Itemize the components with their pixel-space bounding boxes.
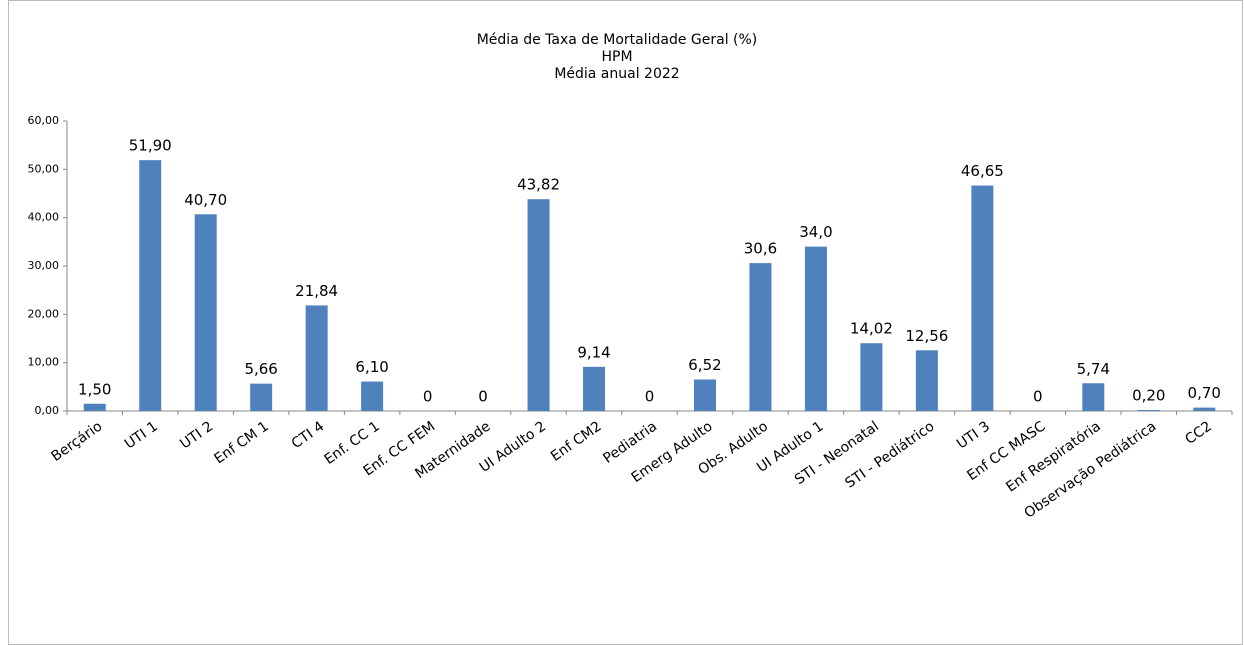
y-tick-label: 40,00 xyxy=(28,211,60,224)
value-label: 0 xyxy=(645,388,655,406)
y-tick-label: 30,00 xyxy=(28,259,60,272)
value-label: 0 xyxy=(1033,388,1043,406)
value-label: 0 xyxy=(478,388,488,406)
bar xyxy=(860,343,883,411)
bar xyxy=(139,160,162,411)
value-label: 46,65 xyxy=(961,162,1004,180)
y-tick-label: 0,00 xyxy=(35,404,60,417)
chart-title: HPM xyxy=(601,49,632,65)
value-label: 0 xyxy=(423,388,433,406)
chart-title: Média de Taxa de Mortalidade Geral (%) xyxy=(477,32,758,48)
value-label: 14,02 xyxy=(850,320,893,338)
value-label: 51,90 xyxy=(129,137,172,155)
chart-frame xyxy=(8,0,1243,645)
value-label: 34,0 xyxy=(799,223,832,241)
bar xyxy=(915,350,938,411)
value-label: 21,84 xyxy=(295,282,338,300)
bar xyxy=(250,383,273,411)
bar xyxy=(1137,410,1160,411)
value-label: 6,10 xyxy=(355,358,388,376)
bar xyxy=(361,381,384,411)
value-label: 30,6 xyxy=(744,240,777,258)
value-label: 0,70 xyxy=(1188,384,1221,402)
value-label: 43,82 xyxy=(517,176,560,194)
y-tick-label: 10,00 xyxy=(28,356,60,369)
bar xyxy=(971,185,994,411)
value-label: 12,56 xyxy=(905,327,948,345)
bar xyxy=(1082,383,1105,411)
bar xyxy=(693,379,716,411)
value-label: 5,66 xyxy=(244,360,277,378)
bar xyxy=(749,263,772,411)
bar xyxy=(194,214,217,411)
bar xyxy=(527,199,550,411)
value-label: 6,52 xyxy=(688,356,721,374)
y-tick-label: 50,00 xyxy=(28,162,60,175)
value-label: 9,14 xyxy=(577,343,610,361)
bar xyxy=(83,403,106,411)
bar xyxy=(804,246,827,411)
chart-title: Média anual 2022 xyxy=(554,66,679,82)
value-label: 40,70 xyxy=(184,191,227,209)
value-label: 1,50 xyxy=(78,380,111,398)
bar xyxy=(583,366,606,411)
y-tick-label: 60,00 xyxy=(28,114,60,127)
y-tick-label: 20,00 xyxy=(28,307,60,320)
bar xyxy=(1193,407,1216,411)
value-label: 0,20 xyxy=(1132,387,1165,405)
value-label: 5,74 xyxy=(1077,360,1110,378)
bar xyxy=(305,305,328,411)
